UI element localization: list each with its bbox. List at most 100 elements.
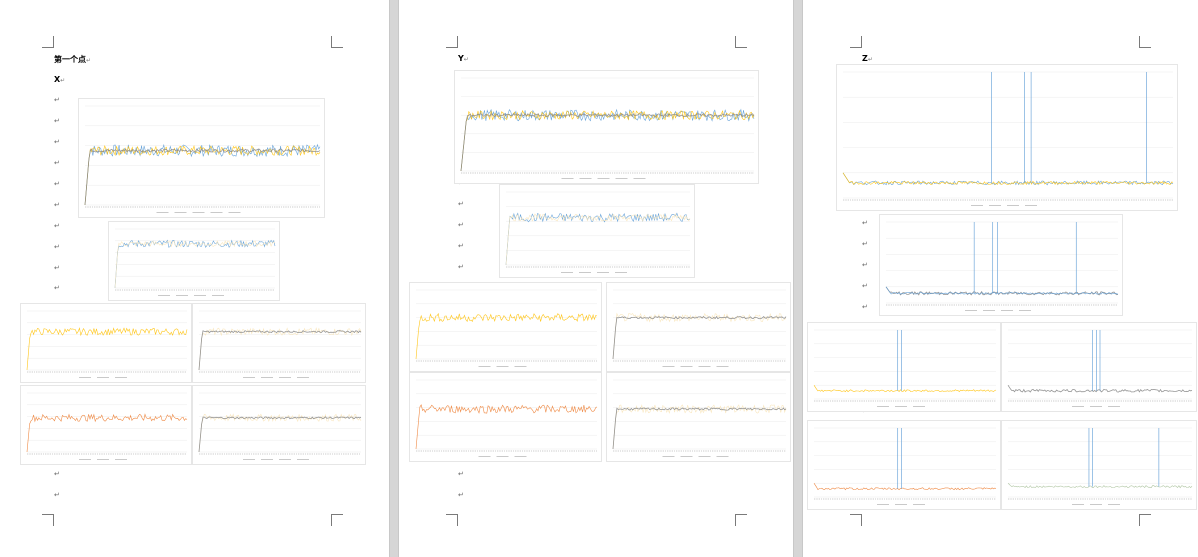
legend-entry (496, 456, 509, 457)
chart-canvas (26, 392, 188, 460)
legend-entry (615, 178, 628, 179)
chart-canvas (813, 329, 997, 407)
document-page-1: 第一个点↵ X↵ ↵ ↵ ↵ ↵ ↵ ↵ ↵ ↵ ↵ ↵ ↵ ↵ (0, 0, 389, 557)
series-line-gray (84, 148, 321, 206)
legend-entry (176, 295, 188, 296)
chart-z-main[interactable] (836, 64, 1178, 211)
legend-entry (1090, 406, 1102, 407)
legend-entry (192, 212, 205, 213)
chart-y-pale-2[interactable] (606, 372, 791, 462)
chart-x-pale[interactable] (192, 303, 366, 383)
chart-legend (561, 178, 646, 179)
legend-entry (877, 406, 889, 407)
chart-legend (877, 406, 925, 407)
chart-y-secondary[interactable] (499, 184, 695, 278)
chart-canvas (26, 310, 188, 378)
margin-corner-bottom-right (735, 514, 747, 526)
chart-x-yellow[interactable] (20, 303, 192, 383)
legend-entry (1019, 310, 1031, 311)
series-line-yellow (26, 327, 188, 371)
margin-corner-top-left (446, 36, 458, 48)
margin-corner-bottom-right (1139, 514, 1151, 526)
series-line-gray (612, 315, 787, 360)
chart-z-orange[interactable] (807, 420, 1001, 510)
legend-entry (716, 366, 729, 367)
chart-z-green[interactable] (1001, 420, 1197, 510)
series-line-yellow (460, 109, 755, 172)
legend-entry (983, 310, 995, 311)
chart-z-yellow[interactable] (807, 322, 1001, 412)
chart-x-secondary[interactable] (108, 221, 280, 301)
paragraph-mark: ↵ (54, 284, 60, 292)
paragraph-mark: ↵ (54, 491, 60, 499)
chart-x-main[interactable] (78, 98, 325, 218)
series-line-gray (612, 407, 787, 450)
legend-entry (895, 504, 907, 505)
legend-entry (79, 459, 91, 460)
series-line-blue (885, 286, 1119, 295)
paragraph-mark: ↵ (54, 138, 60, 146)
chart-y-yellow[interactable] (409, 282, 602, 372)
chart-canvas (885, 221, 1119, 311)
margin-corner-top-right (735, 36, 747, 48)
chart-legend (79, 377, 127, 378)
paragraph-mark: ↵ (862, 219, 868, 227)
chart-x-pale-2[interactable] (192, 385, 366, 465)
chart-canvas (813, 427, 997, 505)
paragraph-mark: ↵ (458, 470, 464, 478)
series-line-yellow (842, 172, 1174, 186)
legend-entry (261, 377, 273, 378)
legend-entry (194, 295, 206, 296)
legend-entry (1090, 504, 1102, 505)
legend-entry (496, 366, 509, 367)
legend-entry (97, 377, 109, 378)
chart-canvas (198, 310, 362, 378)
legend-entry (662, 366, 675, 367)
chart-z-secondary[interactable] (879, 214, 1123, 316)
paragraph-mark: ↵ (458, 200, 464, 208)
paragraph-mark: ↵ (458, 491, 464, 499)
legend-entry (597, 178, 610, 179)
legend-entry (228, 212, 241, 213)
legend-entry (989, 205, 1001, 206)
chart-y-orange[interactable] (409, 372, 602, 462)
legend-entry (261, 459, 273, 460)
legend-entry (1025, 205, 1037, 206)
margin-corner-bottom-left (42, 514, 54, 526)
legend-entry (895, 406, 907, 407)
chart-y-main[interactable] (454, 70, 759, 184)
legend-entry (1007, 205, 1019, 206)
series-line-sage (1007, 482, 1193, 489)
chart-legend (243, 377, 309, 378)
series-line-pale (505, 213, 691, 266)
chart-x-orange[interactable] (20, 385, 192, 465)
legend-entry (97, 459, 109, 460)
series-line-orange (813, 483, 997, 491)
legend-entry (115, 459, 127, 460)
chart-canvas (415, 379, 598, 457)
legend-entry (965, 310, 977, 311)
series-line-gray (198, 416, 362, 453)
series-line-pale (612, 404, 787, 450)
legend-entry (913, 504, 925, 505)
legend-entry (115, 377, 127, 378)
legend-entry (158, 295, 170, 296)
legend-entry (680, 456, 693, 457)
chart-canvas (198, 392, 362, 460)
legend-entry (79, 377, 91, 378)
heading-z-axis: Z↵ (862, 54, 873, 63)
legend-entry (561, 178, 574, 179)
chart-y-pale[interactable] (606, 282, 791, 372)
chart-canvas (842, 71, 1174, 206)
legend-entry (615, 272, 627, 273)
chart-canvas (1007, 427, 1193, 505)
series-line-yellow (813, 385, 997, 393)
paragraph-mark: ↵ (54, 159, 60, 167)
chart-z-gray[interactable] (1001, 322, 1197, 412)
legend-entry (243, 377, 255, 378)
chart-canvas (505, 191, 691, 273)
chart-canvas (460, 77, 755, 179)
paragraph-mark: ↵ (54, 264, 60, 272)
legend-entry (1072, 504, 1084, 505)
series-line-gray (460, 112, 755, 172)
